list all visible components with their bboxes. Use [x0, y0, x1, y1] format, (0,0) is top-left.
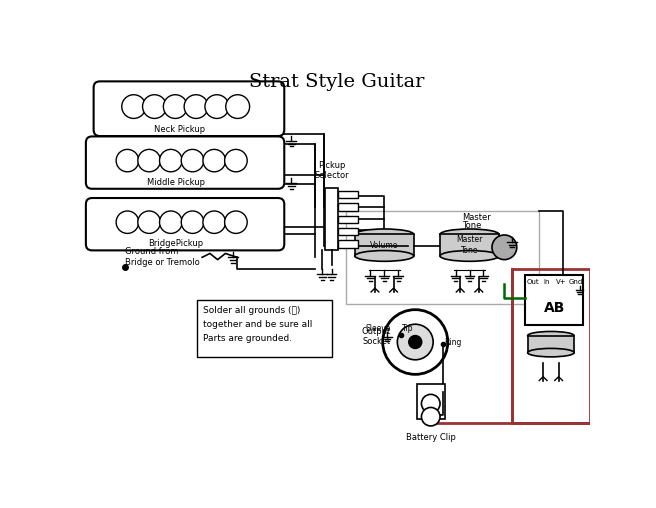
Text: Pickup
Selector: Pickup Selector	[314, 161, 349, 180]
Ellipse shape	[440, 250, 499, 261]
Bar	[197, 300, 333, 358]
Text: Out: Out	[526, 279, 539, 285]
Bar	[525, 275, 583, 325]
Ellipse shape	[355, 229, 414, 240]
Ellipse shape	[527, 331, 574, 340]
Circle shape	[203, 211, 226, 233]
Text: Strat Style Guitar: Strat Style Guitar	[249, 73, 424, 90]
FancyBboxPatch shape	[86, 137, 284, 189]
Text: AB: AB	[544, 301, 565, 314]
Text: Neck Pickup: Neck Pickup	[154, 125, 205, 134]
Bar	[355, 234, 414, 256]
Circle shape	[226, 94, 249, 118]
Text: Tip: Tip	[402, 324, 413, 333]
FancyBboxPatch shape	[86, 198, 284, 250]
Bar	[527, 336, 574, 353]
Circle shape	[203, 149, 226, 172]
Circle shape	[159, 149, 182, 172]
Bar	[338, 228, 358, 235]
Circle shape	[163, 94, 187, 118]
Circle shape	[409, 336, 422, 348]
Circle shape	[382, 310, 448, 374]
Circle shape	[138, 211, 161, 233]
Circle shape	[421, 407, 440, 426]
Circle shape	[224, 149, 247, 172]
Circle shape	[492, 235, 517, 260]
Text: Volume: Volume	[370, 241, 398, 249]
Circle shape	[184, 94, 208, 118]
Text: In: In	[544, 279, 550, 285]
Circle shape	[181, 211, 204, 233]
Text: Master: Master	[462, 213, 491, 221]
Circle shape	[122, 94, 146, 118]
FancyBboxPatch shape	[94, 81, 284, 136]
Circle shape	[116, 211, 138, 233]
Ellipse shape	[440, 229, 499, 240]
Bar	[338, 216, 358, 223]
Text: Parts are grounded.: Parts are grounded.	[203, 334, 292, 342]
Bar	[512, 269, 590, 423]
Circle shape	[181, 149, 204, 172]
Text: BridgePickup: BridgePickup	[148, 239, 203, 248]
Circle shape	[116, 149, 138, 172]
Bar	[325, 188, 338, 249]
Text: Output
Socket: Output Socket	[362, 327, 391, 346]
Bar	[417, 385, 445, 419]
Bar	[338, 203, 358, 211]
Text: Tone: Tone	[462, 221, 481, 230]
Text: V+: V+	[556, 279, 567, 285]
Circle shape	[138, 149, 161, 172]
Circle shape	[398, 324, 433, 360]
Circle shape	[421, 394, 440, 413]
Bar	[338, 191, 358, 199]
Text: Battery Clip: Battery Clip	[406, 433, 456, 442]
Text: together and be sure all: together and be sure all	[203, 320, 312, 329]
Bar	[440, 234, 499, 256]
Text: Ring: Ring	[445, 337, 462, 346]
Ellipse shape	[355, 250, 414, 261]
Text: Ground from
Bridge or Tremolo: Ground from Bridge or Tremolo	[125, 247, 199, 267]
Circle shape	[142, 94, 167, 118]
Text: Gnd: Gnd	[569, 279, 583, 285]
Text: Master
Tone: Master Tone	[457, 235, 483, 255]
Text: Middle Pickup: Middle Pickup	[147, 178, 205, 187]
Circle shape	[159, 211, 182, 233]
Circle shape	[224, 211, 247, 233]
Ellipse shape	[527, 348, 574, 357]
Circle shape	[205, 94, 229, 118]
Bar	[338, 240, 358, 248]
Text: Solder all grounds (⏚): Solder all grounds (⏚)	[203, 306, 300, 315]
Bar	[346, 211, 539, 303]
Text: Sleeve: Sleeve	[365, 324, 390, 333]
